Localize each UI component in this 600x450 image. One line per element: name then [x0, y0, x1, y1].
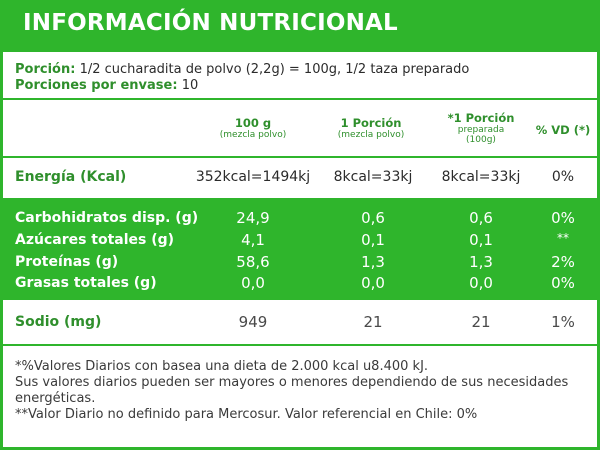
nutrient-value: 4,1 — [241, 231, 265, 249]
per-container-value: 10 — [181, 78, 199, 93]
nutrient-value: 0% — [551, 274, 575, 292]
per-container-line: Porciones por envase: 10 — [15, 78, 198, 94]
energy-row: Energía (Kcal) 352kcal=1494kj 8kcal=33kj… — [3, 158, 597, 200]
energy-value-vd: 0% — [551, 169, 575, 185]
nutrient-value: 0,0 — [241, 274, 265, 292]
column-header-vd: % VD (*) — [535, 123, 591, 137]
column-header-row: 100 g (mezcla polvo) 1 Porción (mezcla p… — [3, 100, 597, 158]
nutrient-value: 0,1 — [469, 231, 493, 249]
nutrient-value: 24,9 — [236, 209, 270, 227]
energy-label: Energía (Kcal) — [15, 169, 127, 185]
nutrient-value: 0,6 — [469, 209, 493, 227]
nutrients-block: Carbohidratos disp. (g) 24,9 0,6 0,6 0% … — [3, 200, 597, 300]
nutrient-label: Azúcares totales (g) — [15, 232, 175, 248]
nutrient-row-sugars: Azúcares totales (g) 4,1 0,1 0,1 ** — [3, 229, 597, 253]
sodium-value-portion: 21 — [363, 313, 383, 331]
portion-value: 1/2 cucharadita de polvo (2,2g) = 100g, … — [79, 62, 470, 77]
page-title: INFORMACIÓN NUTRICIONAL — [23, 10, 398, 36]
energy-value-prepared: 8kcal=33kj — [441, 169, 521, 185]
footnote-mercosur: **Valor Diario no definido para Mercosur… — [15, 407, 478, 422]
sodium-value-100g: 949 — [238, 313, 268, 331]
nutrient-label: Carbohidratos disp. (g) — [15, 210, 199, 226]
serving-info: Porción: 1/2 cucharadita de polvo (2,2g)… — [3, 52, 597, 100]
energy-value-100g: 352kcal=1494kj — [195, 169, 311, 185]
nutrient-row-fat: Grasas totales (g) 0,0 0,0 0,0 0% — [3, 272, 597, 296]
nutrient-value: 0,1 — [361, 231, 385, 249]
energy-value-portion: 8kcal=33kj — [333, 169, 413, 185]
nutrient-value: 0% — [551, 209, 575, 227]
nutrient-value: 0,6 — [361, 209, 385, 227]
nutrient-value: 0,0 — [469, 274, 493, 292]
nutrient-value: 2% — [551, 253, 575, 271]
footnote-daily-values: *%Valores Diarios con basea una dieta de… — [15, 359, 429, 374]
per-container-label: Porciones por envase: — [15, 78, 178, 93]
nutrient-value: 1,3 — [361, 253, 385, 271]
column-header-prepared: *1 Porción preparada (100g) — [447, 111, 515, 146]
nutrient-value: 1,3 — [469, 253, 493, 271]
footnotes: *%Valores Diarios con basea una dieta de… — [15, 359, 590, 423]
sodium-value-vd: 1% — [551, 313, 575, 331]
nutrient-value: 58,6 — [236, 253, 270, 271]
portion-line: Porción: 1/2 cucharadita de polvo (2,2g)… — [15, 62, 469, 78]
column-header-100g: 100 g (mezcla polvo) — [219, 116, 287, 141]
portion-label: Porción: — [15, 62, 76, 77]
nutrient-row-protein: Proteínas (g) 58,6 1,3 1,3 2% — [3, 251, 597, 275]
nutrient-label: Proteínas (g) — [15, 254, 119, 270]
nutrient-value: ** — [557, 231, 569, 245]
nutrient-row-carbs: Carbohidratos disp. (g) 24,9 0,6 0,6 0% — [3, 207, 597, 231]
title-bar: INFORMACIÓN NUTRICIONAL — [3, 0, 597, 52]
footnote-needs: Sus valores diarios pueden ser mayores o… — [15, 375, 569, 406]
nutrient-value: 0,0 — [361, 274, 385, 292]
sodium-row: Sodio (mg) 949 21 21 1% — [3, 300, 597, 346]
nutrient-label: Grasas totales (g) — [15, 275, 157, 291]
column-header-portion: 1 Porción (mezcla polvo) — [337, 116, 405, 141]
sodium-label: Sodio (mg) — [15, 314, 102, 330]
sodium-value-prepared: 21 — [471, 313, 491, 331]
